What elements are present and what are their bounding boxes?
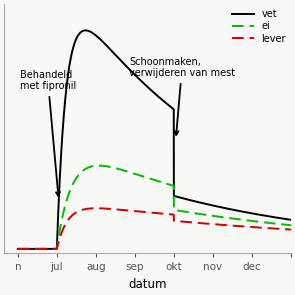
Legend: vet, ei, lever: vet, ei, lever bbox=[228, 5, 290, 48]
X-axis label: datum: datum bbox=[128, 278, 167, 291]
Text: Behandeld
met fipronil: Behandeld met fipronil bbox=[20, 70, 76, 196]
Text: Schoonmaken,
verwijderen van mest: Schoonmaken, verwijderen van mest bbox=[129, 57, 235, 135]
